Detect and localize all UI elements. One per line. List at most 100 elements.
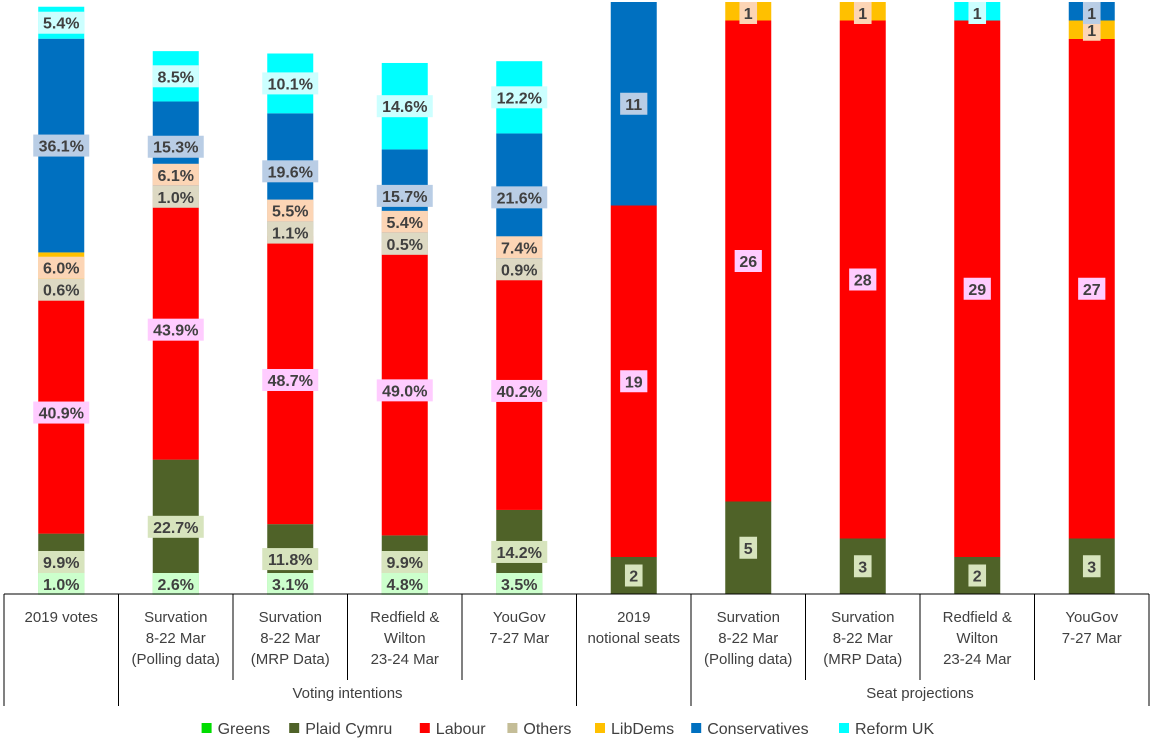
data-label: 3 (853, 555, 872, 578)
data-label-box (1082, 18, 1101, 41)
data-label-text: 5.5% (272, 204, 308, 221)
data-label-text: 10.1% (268, 76, 313, 93)
data-label-box (734, 250, 762, 272)
data-label-text: 49.0% (382, 383, 427, 400)
data-label: 19 (620, 370, 648, 393)
data-label-box (381, 232, 428, 255)
data-label-text: 1 (1087, 6, 1096, 23)
data-label: 40.2% (491, 379, 548, 402)
tick-label: YouGov 7-27 Mar (489, 609, 549, 647)
data-label-box (620, 370, 648, 393)
data-label: 6.1% (152, 163, 199, 186)
data-label: 5 (739, 536, 758, 559)
data-label: 3 (1082, 555, 1101, 578)
legend-swatch (201, 723, 212, 733)
data-label-box (38, 256, 85, 279)
tick-label: Survation 8-22 Mar (Polling data) (132, 609, 220, 668)
data-label-text: 3 (858, 559, 867, 576)
data-label-text: 48.7% (268, 373, 313, 390)
data-label-box (147, 318, 204, 341)
data-label-box (1082, 555, 1101, 578)
data-label-text: 26 (739, 254, 757, 271)
data-label-box (376, 379, 433, 402)
data-label-text: 12.2% (497, 90, 542, 107)
data-label: 1 (1082, 2, 1101, 24)
data-label: 26 (734, 250, 762, 272)
data-label-text: 22.7% (153, 520, 198, 537)
data-label-box (267, 573, 314, 595)
data-label: 21.6% (491, 186, 548, 209)
data-label-box (739, 536, 758, 559)
data-label-text: 36.1% (39, 139, 84, 156)
legend-label: LibDems (611, 721, 674, 738)
data-label-text: 0.6% (43, 283, 79, 300)
tick-label: Redfield & Wilton 23-24 Mar (943, 609, 1012, 668)
data-label-text: 3.1% (272, 577, 308, 594)
data-label: 8.5% (152, 65, 199, 88)
data-label-box (491, 186, 548, 209)
data-label: 7.4% (496, 236, 543, 259)
data-label-text: 6.0% (43, 261, 79, 278)
data-label-box (147, 135, 204, 158)
data-label: 14.6% (376, 95, 433, 118)
data-label: 40.9% (33, 401, 90, 424)
data-label-box (38, 573, 85, 595)
data-label: 48.7% (262, 368, 319, 391)
data-label-text: 1 (744, 6, 753, 23)
data-label-box (620, 92, 648, 115)
data-label-box (381, 573, 428, 595)
data-label: 1.1% (267, 221, 314, 244)
data-label-text: 5.4% (387, 215, 423, 232)
data-label-text: 7.4% (501, 240, 537, 257)
data-label-box (491, 379, 548, 402)
data-label-box (496, 573, 543, 595)
legend-item-libdems: LibDems (595, 721, 674, 738)
data-label-box (152, 65, 199, 88)
data-label: 5.5% (267, 199, 314, 222)
data-label: 11 (620, 92, 648, 115)
data-label: 15.3% (147, 135, 204, 158)
data-label-box (1078, 277, 1106, 300)
data-label-text: 6.1% (158, 168, 194, 185)
data-label-text: 1 (973, 6, 982, 23)
legend-swatch (839, 723, 849, 733)
data-label: 43.9% (147, 318, 204, 341)
data-label: 3.5% (496, 573, 543, 595)
data-label-box (33, 401, 90, 424)
data-label: 1 (968, 2, 987, 24)
data-label: 9.9% (38, 551, 85, 573)
data-label: 9.9% (381, 551, 428, 573)
data-label-text: 1.0% (43, 577, 79, 594)
data-label-box (963, 277, 991, 300)
legend-swatch (691, 723, 702, 733)
data-label-text: 9.9% (387, 555, 423, 572)
data-label-box (147, 515, 204, 538)
legend-label: Greens (218, 721, 270, 738)
data-label: 22.7% (147, 515, 204, 538)
data-label-box (33, 134, 90, 157)
tick-label: Survation 8-22 Mar (Polling data) (704, 609, 792, 668)
data-label-box (267, 199, 314, 222)
category-axis: 2019 votes Survation 8-22 Mar (Polling data… (3, 593, 1150, 706)
data-label-text: 3 (1087, 559, 1096, 576)
data-label: 2 (968, 564, 987, 587)
legend-item-reform-uk: Reform UK (839, 721, 934, 738)
legend-item-plaid-cymru: Plaid Cymru (289, 721, 392, 738)
legend-label: Conservatives (707, 721, 808, 738)
data-label-box (38, 11, 85, 34)
tick-label: Survation 8-22 Mar (MRP Data) (251, 609, 330, 668)
data-label-box (267, 221, 314, 244)
data-label-text: 11 (625, 97, 642, 114)
data-label-text: 2 (973, 569, 982, 586)
legend-label: Reform UK (855, 721, 934, 738)
data-label-box (624, 564, 643, 587)
legend-label: Others (523, 721, 571, 738)
tick-label: 2019 notional seats (587, 609, 680, 647)
data-label-text: 1.0% (158, 190, 194, 207)
legend-swatch (419, 723, 430, 733)
data-label: 10.1% (262, 72, 319, 95)
data-label-box (381, 210, 428, 233)
data-label: 1.0% (152, 185, 199, 208)
legend-item-labour: Labour (419, 721, 486, 738)
